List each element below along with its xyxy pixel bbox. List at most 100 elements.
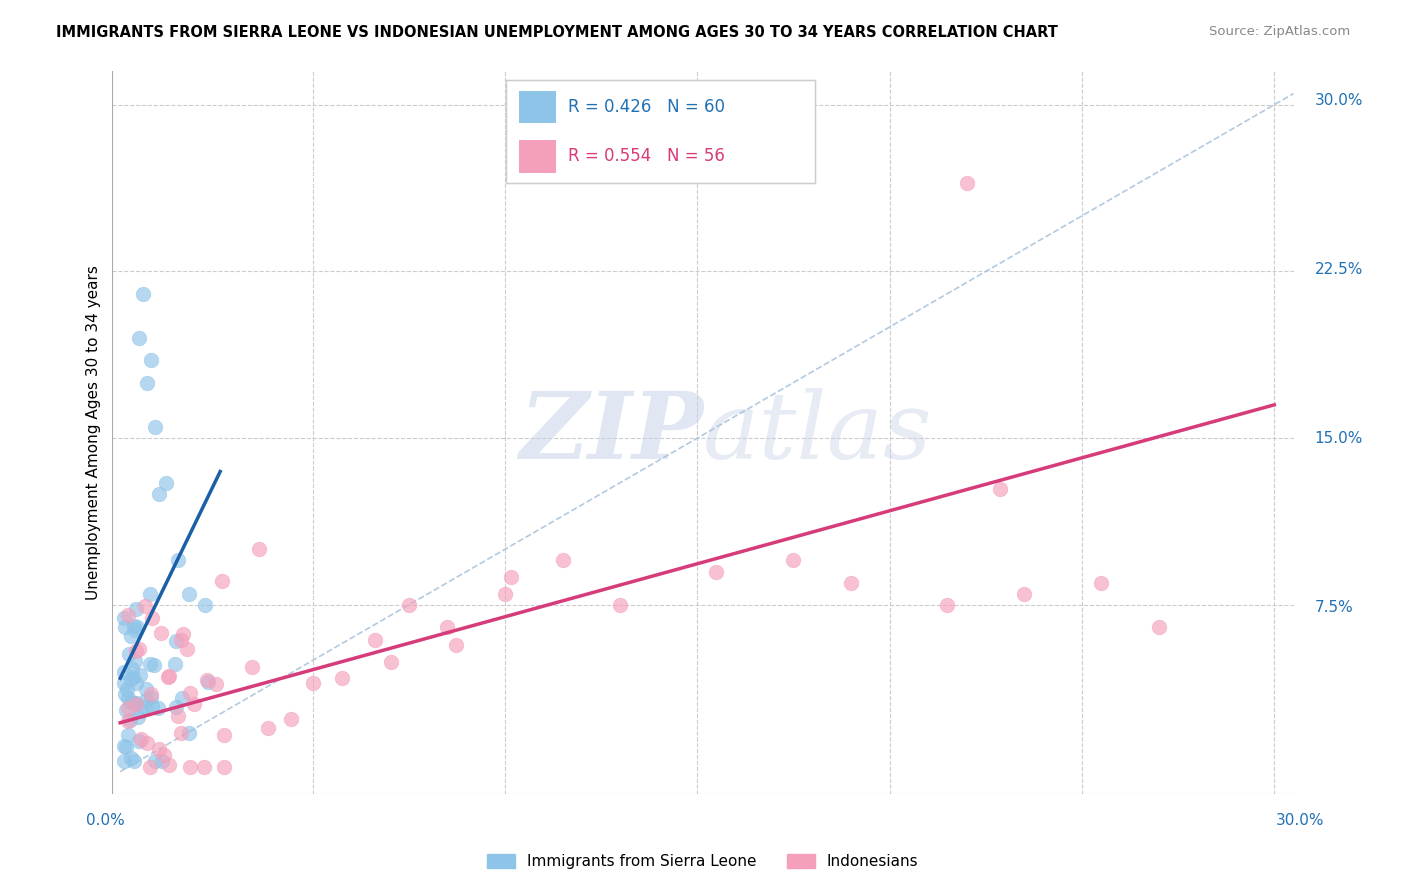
Point (169, 726, 191, 740)
Point (150, 754, 173, 768)
Text: 30.0%: 30.0% (1277, 814, 1324, 828)
Point (122, 696, 145, 710)
Text: R = 0.426   N = 60: R = 0.426 N = 60 (568, 98, 725, 116)
Point (988, 483, 1011, 497)
Point (240, 659, 263, 673)
Point (446, 638, 468, 652)
Point (139, 353, 162, 368)
Point (112, 676, 135, 690)
Point (150, 625, 173, 640)
Point (141, 690, 163, 705)
Point (551, 553, 574, 567)
Point (179, 587, 201, 601)
Point (128, 668, 150, 682)
Point (167, 553, 190, 567)
Point (143, 420, 166, 434)
Point (128, 331, 150, 345)
Point (139, 687, 162, 701)
Point (179, 685, 201, 699)
Point (139, 760, 162, 774)
Point (125, 602, 148, 616)
Point (157, 757, 180, 772)
Point (172, 627, 194, 641)
Point (256, 721, 278, 735)
Point (124, 623, 146, 637)
Point (170, 633, 193, 648)
Point (125, 698, 148, 712)
Point (936, 598, 959, 612)
Point (112, 754, 135, 768)
Point (176, 642, 198, 657)
Text: atlas: atlas (703, 388, 932, 477)
Point (179, 760, 201, 774)
Point (155, 475, 177, 490)
Point (195, 673, 218, 687)
Point (398, 598, 420, 612)
Point (179, 726, 201, 740)
Point (131, 704, 153, 718)
Point (114, 620, 136, 634)
Text: Source: ZipAtlas.com: Source: ZipAtlas.com (1209, 25, 1350, 38)
Point (134, 700, 156, 714)
Text: 0.0%: 0.0% (86, 814, 125, 828)
Point (152, 747, 174, 762)
Text: R = 0.554   N = 56: R = 0.554 N = 56 (568, 147, 725, 165)
Point (120, 750, 142, 764)
Point (301, 676, 323, 690)
Point (170, 691, 193, 706)
Point (148, 487, 170, 501)
Point (141, 699, 163, 714)
Point (135, 736, 157, 750)
Point (125, 675, 148, 690)
Point (122, 754, 145, 768)
Point (139, 587, 162, 601)
Point (117, 682, 139, 697)
Point (122, 670, 145, 684)
Point (117, 608, 139, 623)
Point (1147, 620, 1170, 634)
Text: IMMIGRANTS FROM SIERRA LEONE VS INDONESIAN UNEMPLOYMENT AMONG AGES 30 TO 34 YEAR: IMMIGRANTS FROM SIERRA LEONE VS INDONESI… (56, 25, 1059, 40)
Point (205, 677, 228, 691)
Point (135, 692, 157, 706)
Point (138, 657, 160, 671)
Point (330, 672, 353, 686)
Point (125, 696, 148, 710)
Point (128, 733, 150, 747)
Point (1012, 587, 1035, 601)
Point (499, 569, 522, 583)
Point (132, 286, 155, 301)
Point (163, 657, 186, 671)
Point (183, 698, 205, 712)
Bar (519, 140, 555, 173)
Point (117, 714, 139, 728)
Point (136, 376, 159, 390)
Legend: Immigrants from Sierra Leone, Indonesians: Immigrants from Sierra Leone, Indonesian… (481, 848, 925, 875)
Point (115, 739, 138, 754)
Point (148, 742, 170, 756)
Point (128, 642, 150, 657)
Point (124, 654, 146, 668)
Point (124, 619, 146, 633)
Point (955, 176, 977, 190)
Point (194, 598, 217, 612)
Point (117, 701, 139, 715)
Point (280, 712, 302, 726)
Point (167, 709, 190, 723)
Point (782, 553, 804, 567)
Point (120, 713, 142, 727)
Point (380, 655, 402, 669)
Point (1090, 575, 1112, 590)
Point (129, 731, 152, 746)
Point (112, 739, 135, 754)
Point (118, 647, 141, 661)
Point (143, 657, 166, 672)
Point (212, 728, 235, 742)
Point (114, 703, 136, 717)
Text: 30.0%: 30.0% (1315, 93, 1362, 108)
Point (494, 587, 516, 601)
Point (127, 620, 149, 634)
Text: 15.0%: 15.0% (1315, 431, 1362, 446)
Point (120, 695, 142, 709)
Point (117, 728, 139, 742)
Point (120, 672, 142, 686)
